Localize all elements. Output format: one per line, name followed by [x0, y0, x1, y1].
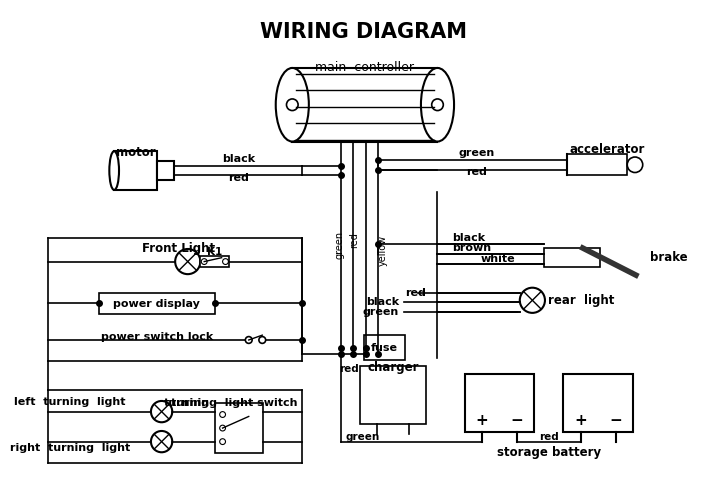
Text: black: black	[452, 233, 485, 243]
Text: yellow: yellow	[377, 235, 387, 265]
Text: brown: brown	[452, 243, 491, 253]
Text: turning: turning	[164, 398, 210, 408]
Text: charger: charger	[367, 361, 418, 374]
Text: motor: motor	[115, 147, 155, 160]
Text: green: green	[362, 307, 399, 317]
Text: main  controller: main controller	[315, 61, 414, 74]
Text: green: green	[346, 431, 379, 442]
Ellipse shape	[421, 68, 454, 142]
Text: right  turning  light: right turning light	[9, 443, 130, 453]
FancyBboxPatch shape	[567, 154, 627, 175]
Text: black: black	[365, 297, 399, 307]
Text: Front Light: Front Light	[142, 242, 215, 255]
FancyBboxPatch shape	[215, 403, 263, 453]
FancyBboxPatch shape	[292, 68, 438, 142]
Text: red: red	[229, 173, 249, 183]
FancyBboxPatch shape	[544, 248, 600, 267]
Text: K1: K1	[207, 247, 222, 257]
Text: power switch lock: power switch lock	[101, 332, 213, 342]
Ellipse shape	[109, 151, 119, 190]
Text: red: red	[466, 167, 486, 177]
Text: white: white	[480, 253, 515, 263]
Text: +: +	[574, 413, 587, 428]
Text: red: red	[539, 431, 559, 442]
Text: red: red	[349, 232, 359, 248]
Text: green: green	[458, 148, 494, 158]
FancyBboxPatch shape	[360, 366, 426, 424]
Text: storage battery: storage battery	[497, 446, 601, 459]
Text: red: red	[405, 288, 426, 298]
FancyBboxPatch shape	[364, 335, 404, 360]
Text: WIRING DIAGRAM: WIRING DIAGRAM	[261, 22, 467, 42]
Text: accelerator: accelerator	[569, 144, 644, 157]
Text: left  turning  light: left turning light	[14, 397, 125, 407]
Text: −: −	[510, 413, 523, 428]
Text: red: red	[339, 364, 359, 374]
Ellipse shape	[275, 68, 309, 142]
FancyBboxPatch shape	[98, 293, 215, 314]
Text: black: black	[222, 154, 256, 164]
Text: −: −	[610, 413, 622, 428]
Text: power display: power display	[113, 299, 200, 309]
FancyBboxPatch shape	[564, 374, 633, 432]
Text: green: green	[335, 231, 345, 259]
Text: brake: brake	[651, 251, 688, 264]
FancyBboxPatch shape	[114, 151, 156, 190]
FancyBboxPatch shape	[464, 374, 535, 432]
Text: turning  light switch: turning light switch	[171, 398, 297, 408]
Text: +: +	[476, 413, 489, 428]
Text: fuse: fuse	[371, 343, 398, 353]
FancyBboxPatch shape	[200, 256, 229, 267]
Text: rear  light: rear light	[548, 294, 615, 307]
FancyBboxPatch shape	[156, 161, 174, 180]
